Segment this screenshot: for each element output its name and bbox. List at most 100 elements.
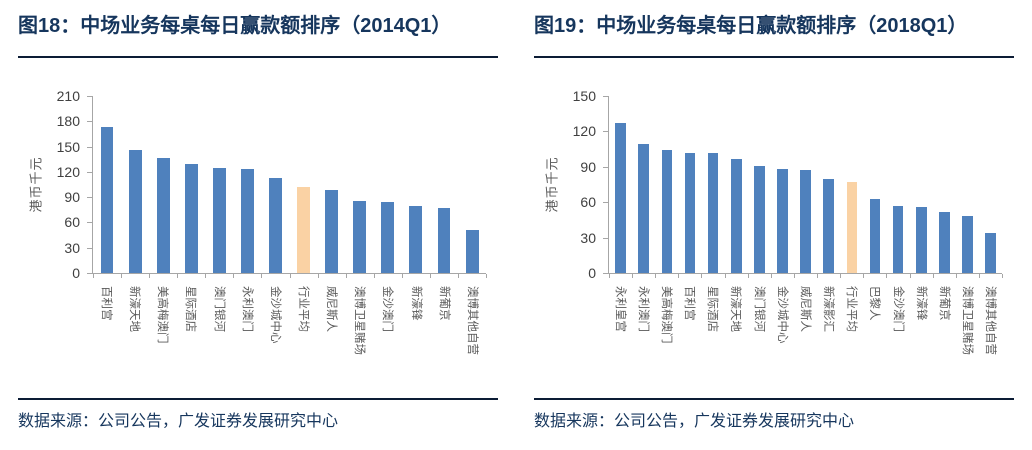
bar	[212, 168, 226, 273]
x-category-label: 新濠天地	[729, 286, 742, 332]
y-tick	[87, 171, 92, 173]
bar-slot	[177, 96, 205, 273]
bar-slot	[979, 96, 1002, 273]
bar-slot	[702, 96, 725, 273]
x-axis-labels: 永利皇宫 永利澳门 美高梅澳门 百利宫 星际酒店 新濠天地 澳门银河 金沙城中心 威尼斯人 新濠影…	[608, 279, 1002, 397]
bar	[615, 123, 626, 273]
x-label-slot: 澳博卫星赌场	[956, 279, 979, 397]
bar-slot	[318, 96, 346, 273]
bar	[269, 177, 282, 273]
bar	[661, 150, 673, 273]
bar	[465, 230, 479, 273]
x-tick	[486, 274, 487, 278]
bar-slot	[771, 96, 794, 273]
plot-area	[92, 96, 487, 278]
bar	[754, 165, 765, 273]
y-tick-label: 60	[580, 194, 596, 211]
x-tick	[840, 274, 842, 278]
x-label-slot: 新濠锋	[402, 279, 430, 397]
y-tick-label: 90	[64, 189, 80, 206]
x-category-label: 澳门银河	[212, 286, 225, 332]
x-tick	[149, 274, 151, 278]
bar-slot	[863, 96, 886, 273]
x-tick	[655, 274, 657, 278]
x-category-label: 美高梅澳门	[156, 286, 169, 344]
x-category-label: 新葡京	[437, 286, 450, 321]
x-label-slot: 金沙澳门	[886, 279, 909, 397]
x-tick	[457, 274, 459, 278]
bar-slot	[609, 96, 632, 273]
bar-slot	[725, 96, 748, 273]
x-category-label: 星际酒店	[706, 286, 719, 332]
bar	[353, 200, 367, 273]
x-label-slot: 美高梅澳门	[148, 279, 176, 397]
x-label-slot: 永利皇宫	[608, 279, 631, 397]
figure-19-title: 图19：中场业务每桌每日赢款额排序（2018Q1）	[534, 15, 968, 37]
x-tick	[932, 274, 934, 278]
y-tick-label: 120	[56, 163, 80, 180]
x-tick	[886, 274, 888, 278]
bar-slot	[933, 96, 956, 273]
x-label-slot: 百利宫	[678, 279, 701, 397]
x-label-slot: 金沙城中心	[261, 279, 289, 397]
y-tick-label: 30	[64, 239, 80, 256]
bar-slot	[748, 96, 771, 273]
bar	[707, 152, 719, 273]
bar-slot	[794, 96, 817, 273]
x-tick	[205, 274, 207, 278]
bar-slot	[149, 96, 177, 273]
x-tick	[955, 274, 957, 278]
x-category-label: 百利宫	[100, 286, 113, 321]
bar	[869, 198, 881, 273]
x-label-slot: 澳门银河	[747, 279, 770, 397]
x-category-label: 行业平均	[845, 286, 858, 332]
x-category-label: 金沙澳门	[891, 286, 904, 332]
x-category-label: 威尼斯人	[798, 286, 811, 332]
y-tick	[87, 222, 92, 224]
x-label-slot: 行业平均	[840, 279, 863, 397]
x-tick	[317, 274, 319, 278]
x-category-label: 澳博其他自营	[984, 286, 997, 355]
figure-19-footer-rule	[534, 398, 1014, 400]
bar	[684, 152, 696, 273]
bar	[184, 164, 198, 273]
x-tick	[233, 274, 235, 278]
y-tick	[87, 273, 92, 274]
x-tick	[863, 274, 865, 278]
x-label-slot: 巴黎人	[863, 279, 886, 397]
bar	[962, 216, 973, 273]
bar-slot	[655, 96, 678, 273]
bar-slot	[632, 96, 655, 273]
y-tick-label: 120	[572, 123, 596, 140]
x-category-label: 澳博卫星赌场	[353, 286, 366, 355]
x-label-slot: 新濠天地	[724, 279, 747, 397]
x-label-slot: 新濠影汇	[817, 279, 840, 397]
bar	[800, 170, 811, 273]
x-tick	[429, 274, 431, 278]
bar	[437, 208, 451, 273]
x-category-label: 威尼斯人	[325, 286, 338, 332]
bar	[297, 187, 311, 273]
figure-18-source-note: 数据来源：公司公告，广发证券发展研究中心	[18, 413, 339, 430]
y-tick-label: 180	[56, 113, 80, 130]
bar	[730, 158, 742, 273]
x-label-slot: 新濠天地	[120, 279, 148, 397]
bar-slot	[840, 96, 863, 273]
y-tick-label: 30	[580, 229, 596, 246]
x-category-label: 金沙澳门	[381, 286, 394, 332]
bar	[777, 169, 788, 273]
x-label-slot: 澳博其他自营	[458, 279, 486, 397]
y-tick	[603, 96, 608, 97]
bar-slot	[290, 96, 318, 273]
x-tick	[632, 274, 634, 278]
x-category-label: 星际酒店	[184, 286, 197, 332]
figure-18-footer-rule	[18, 398, 498, 400]
bar	[823, 178, 834, 273]
y-tick	[87, 96, 92, 97]
figure-19-source-note: 数据来源：公司公告，广发证券发展研究中心	[534, 413, 855, 430]
x-category-label: 美高梅澳门	[659, 286, 672, 344]
bar-slot	[402, 96, 430, 273]
bar	[100, 127, 114, 273]
bar-slot	[956, 96, 979, 273]
